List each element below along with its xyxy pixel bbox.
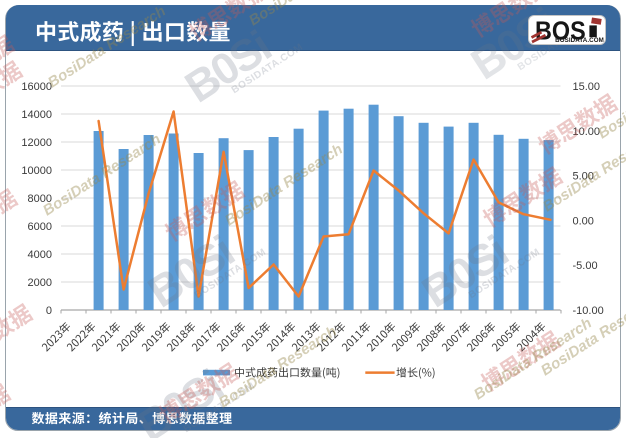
svg-text:15.00: 15.00 (573, 81, 601, 93)
svg-text:4000: 4000 (28, 249, 52, 261)
svg-text:10.00: 10.00 (573, 126, 601, 138)
svg-text:14000: 14000 (21, 109, 52, 121)
svg-text:0: 0 (46, 305, 52, 317)
svg-text:2000: 2000 (28, 277, 52, 289)
svg-text:-10.00: -10.00 (573, 305, 604, 317)
svg-text:12000: 12000 (21, 137, 52, 149)
svg-text:BOSIDATA.COM: BOSIDATA.COM (555, 37, 604, 44)
svg-text:16000: 16000 (21, 81, 52, 93)
svg-text:BOS: BOS (535, 17, 586, 44)
svg-text:6000: 6000 (28, 221, 52, 233)
svg-text:8000: 8000 (28, 193, 52, 205)
svg-text:0.00: 0.00 (573, 215, 594, 227)
svg-text:-5.00: -5.00 (573, 260, 598, 272)
svg-text:5.00: 5.00 (573, 171, 594, 183)
svg-text:10000: 10000 (21, 165, 52, 177)
